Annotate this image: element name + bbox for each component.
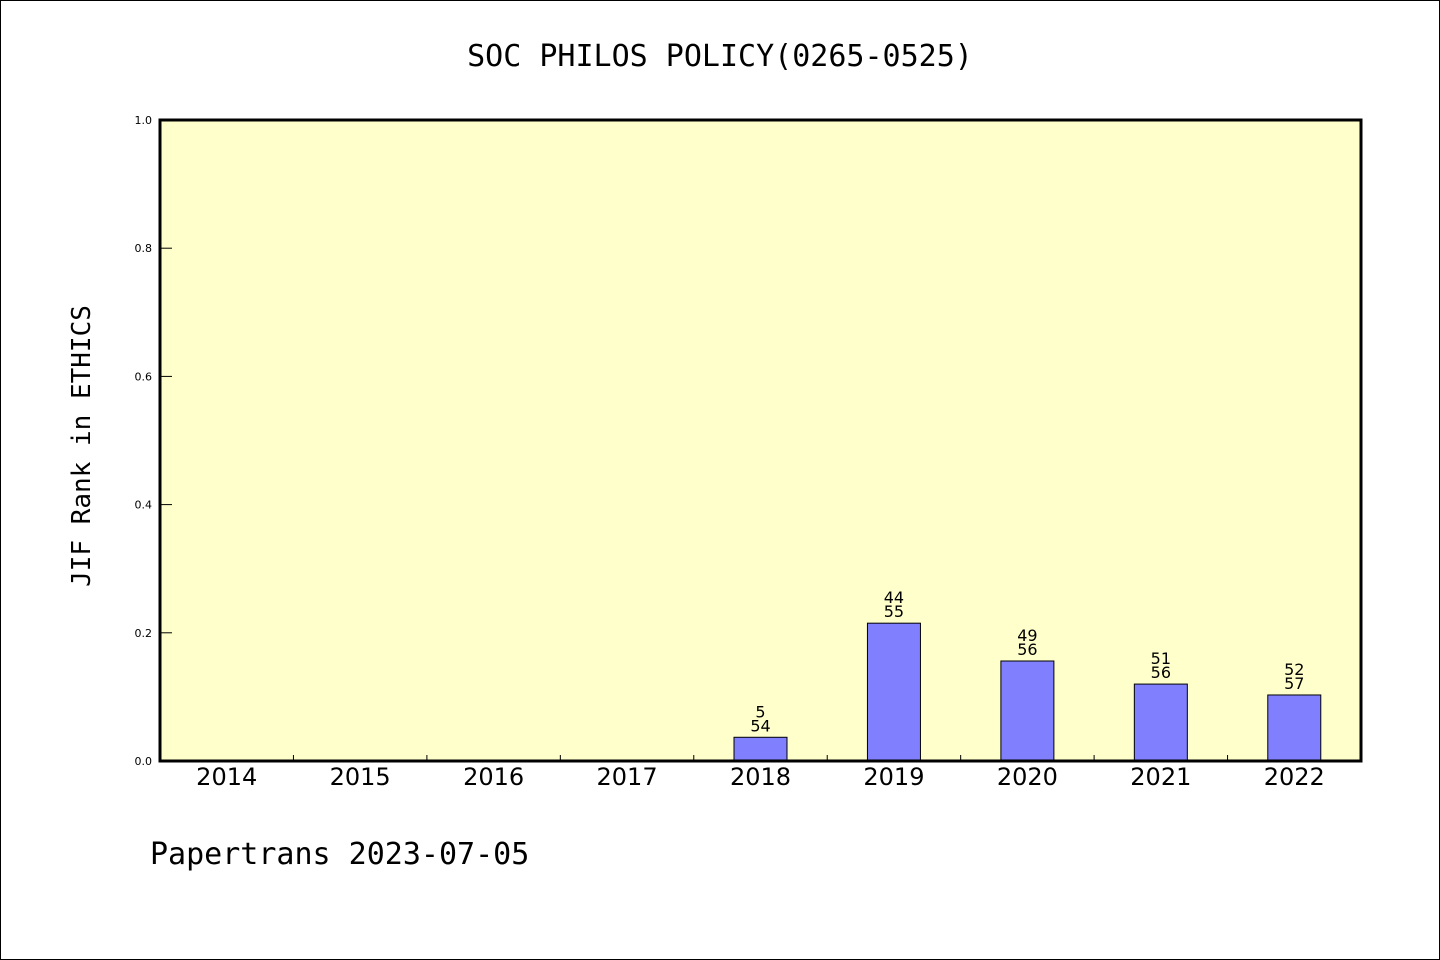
- y-tick-label: 0.4: [135, 499, 153, 512]
- bar-rank-label: 44: [884, 588, 904, 607]
- x-tick-label: 2018: [730, 763, 791, 791]
- axis-ticks: 0.0 0.2 0.4 0.6 0.8 1.0 2014 2015 2016 2017 2018 20…: [135, 114, 1325, 791]
- bar-rank-label: 52: [1284, 660, 1304, 679]
- bars: [733, 622, 1322, 762]
- bar: [866, 622, 921, 762]
- x-tick-label: 2019: [863, 763, 924, 791]
- bar-total-label: 57: [1284, 674, 1304, 693]
- y-tick-label: 0.8: [135, 242, 153, 255]
- x-tick-label: 2021: [1130, 763, 1191, 791]
- footer-text: Papertrans 2023-07-05: [150, 837, 529, 872]
- bar-rank-label: 49: [1017, 626, 1037, 645]
- bar: [1133, 683, 1188, 762]
- x-tick-label: 2014: [196, 763, 257, 791]
- x-tick-label: 2017: [597, 763, 658, 791]
- x-tick-label: 2016: [463, 763, 524, 791]
- y-tick-label: 0.0: [135, 755, 153, 768]
- bar-total-label: 56: [1151, 663, 1171, 682]
- y-tick-label: 1.0: [135, 114, 153, 127]
- plot-area: [160, 120, 1361, 761]
- x-tick-label: 2022: [1264, 763, 1325, 791]
- x-tick-label: 2020: [997, 763, 1058, 791]
- chart-title: SOC PHILOS POLICY(0265-0525): [467, 39, 973, 74]
- bar-total-label: 56: [1017, 640, 1037, 659]
- bar: [1000, 660, 1055, 762]
- bar-rank-label: 51: [1151, 649, 1171, 668]
- bar-total-label: 55: [884, 602, 904, 621]
- y-tick-label: 0.6: [135, 370, 153, 383]
- plot-border: [158, 118, 1363, 763]
- bar: [733, 736, 788, 762]
- y-tick-label: 0.2: [135, 627, 153, 640]
- bar-rank-label: 5: [755, 702, 765, 721]
- y-axis-label: JIF Rank in ETHICS: [67, 305, 97, 587]
- x-tick-label: 2015: [330, 763, 391, 791]
- bar: [1267, 694, 1322, 762]
- bar-total-label: 54: [750, 716, 770, 735]
